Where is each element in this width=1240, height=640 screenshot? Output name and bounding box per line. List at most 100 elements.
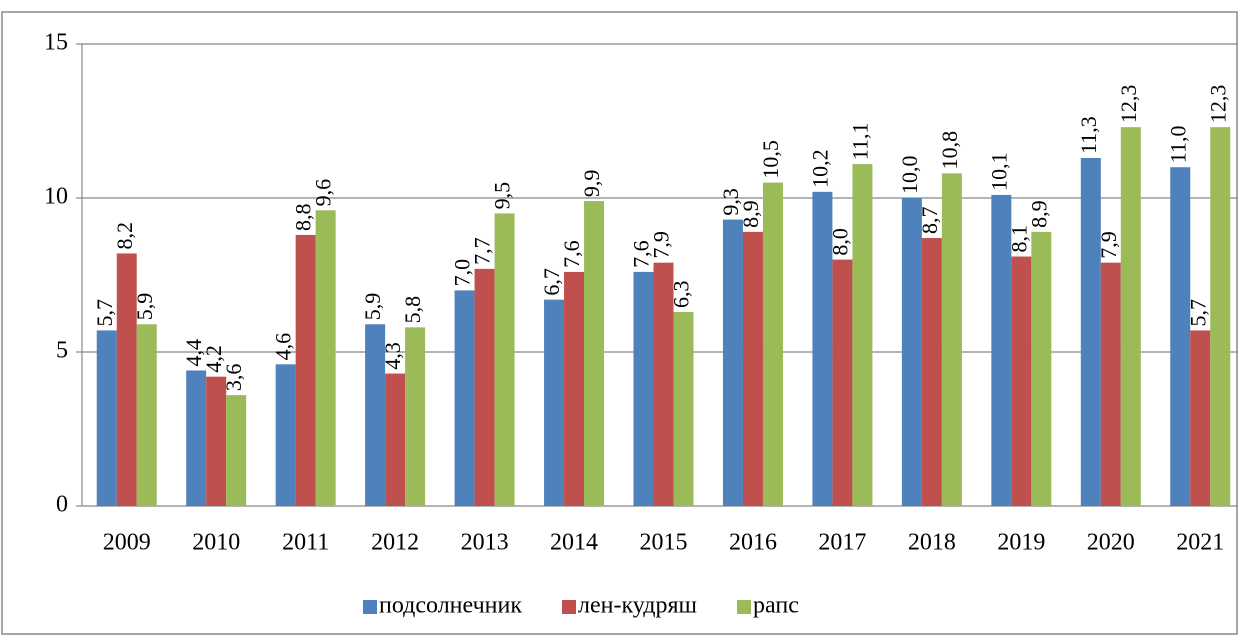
- x-tick-label: 2012: [371, 530, 419, 556]
- bar: [722, 219, 743, 506]
- x-tick-label: 2020: [1087, 530, 1135, 556]
- value-label: 7,0: [450, 259, 475, 287]
- value-label: 8,9: [738, 200, 763, 228]
- legend-swatch: [562, 600, 576, 614]
- value-label: 9,3: [718, 188, 743, 216]
- bar: [812, 191, 833, 506]
- bar: [653, 262, 674, 506]
- bar: [633, 271, 654, 506]
- value-label: 12,3: [1116, 85, 1141, 124]
- y-tick-label: 10: [44, 184, 68, 210]
- bar: [584, 201, 605, 506]
- legend-swatch: [737, 600, 752, 614]
- bar: [186, 370, 207, 506]
- value-label: 7,9: [649, 231, 674, 259]
- bar: [852, 164, 873, 506]
- value-label: 8,8: [291, 203, 316, 231]
- bar: [1190, 330, 1211, 506]
- bar: [1210, 127, 1231, 506]
- x-tick-label: 2015: [640, 530, 688, 556]
- y-tick-label: 15: [44, 30, 68, 56]
- value-label: 9,5: [490, 182, 515, 209]
- x-tick-label: 2010: [192, 530, 240, 556]
- bar: [1011, 256, 1032, 506]
- value-label: 12,3: [1205, 85, 1230, 124]
- value-label: 5,7: [92, 299, 117, 327]
- value-label: 5,8: [400, 296, 425, 324]
- bar: [96, 330, 117, 506]
- bar: [742, 231, 763, 506]
- bar: [474, 268, 495, 506]
- value-label: 10,8: [937, 131, 962, 170]
- bar: [1031, 231, 1052, 506]
- value-label: 8,7: [917, 207, 942, 235]
- value-label: 11,3: [1076, 116, 1101, 154]
- value-label: 6,3: [669, 280, 694, 308]
- value-label: 8,9: [1026, 200, 1051, 228]
- value-label: 7,6: [559, 240, 584, 268]
- value-label: 9,6: [311, 179, 336, 207]
- value-label: 7,6: [629, 240, 654, 268]
- bar: [832, 259, 853, 506]
- value-label: 10,1: [986, 152, 1011, 191]
- bar: [673, 311, 694, 506]
- bar: [136, 324, 157, 506]
- x-tick-label: 2009: [103, 530, 151, 556]
- x-tick-label: 2017: [818, 530, 866, 556]
- y-tick-label: 0: [56, 492, 68, 518]
- value-label: 7,9: [1096, 231, 1121, 259]
- bar: [315, 210, 336, 506]
- legend-label: рапс: [753, 593, 799, 619]
- legend-label: подсолнечник: [379, 593, 522, 619]
- bar: [206, 376, 227, 506]
- bar: [295, 234, 316, 506]
- bar: [941, 173, 962, 507]
- value-label: 4,6: [271, 333, 296, 361]
- bar: [1080, 157, 1101, 506]
- value-label: 9,9: [579, 170, 604, 198]
- chart-frame: [1, 11, 1238, 635]
- value-label: 11,0: [1165, 126, 1190, 164]
- x-tick-label: 2018: [908, 530, 956, 556]
- bar: [544, 299, 565, 506]
- value-label: 5,7: [1185, 299, 1210, 327]
- legend-label: лен-кудряш: [578, 593, 698, 619]
- x-tick-label: 2011: [282, 530, 329, 556]
- bar: [494, 213, 515, 506]
- x-tick-label: 2014: [550, 530, 598, 556]
- value-label: 7,7: [470, 237, 495, 264]
- value-label: 4,2: [201, 345, 226, 373]
- bar: [901, 198, 922, 506]
- value-label: 4,3: [380, 342, 405, 370]
- value-label: 4,4: [181, 339, 206, 367]
- value-label: 5,9: [360, 293, 385, 321]
- bar: [385, 373, 406, 506]
- bar: [1120, 127, 1141, 506]
- bar: [116, 253, 137, 506]
- value-label: 10,5: [758, 140, 783, 179]
- bar: [991, 194, 1012, 507]
- bar: [1100, 262, 1121, 506]
- y-tick-label: 5: [56, 338, 68, 364]
- bar: [1170, 167, 1191, 506]
- value-label: 10,0: [897, 156, 922, 195]
- value-label: 11,1: [847, 122, 872, 160]
- value-label: 3,6: [221, 364, 246, 392]
- bar: [454, 290, 475, 506]
- x-tick-label: 2021: [1176, 530, 1224, 556]
- legend-swatch: [363, 600, 377, 614]
- bar: [762, 182, 783, 506]
- bar: [226, 395, 247, 506]
- bar: [365, 324, 386, 506]
- bar: [405, 327, 426, 506]
- value-label: 8,2: [112, 222, 137, 250]
- x-tick-label: 2019: [997, 530, 1045, 556]
- x-tick-label: 2016: [729, 530, 777, 556]
- bar: [921, 238, 942, 507]
- value-label: 5,9: [132, 293, 157, 321]
- value-label: 10,2: [807, 149, 832, 188]
- x-tick-label: 2013: [461, 530, 509, 556]
- value-label: 8,1: [1006, 225, 1031, 253]
- value-label: 6,7: [539, 268, 564, 296]
